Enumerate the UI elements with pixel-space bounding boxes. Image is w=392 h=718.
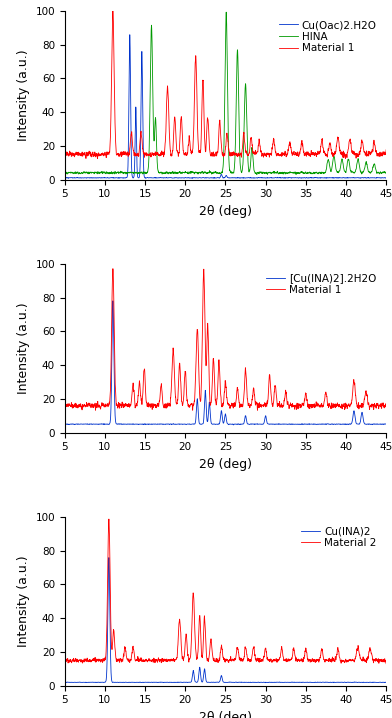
Y-axis label: Intensity (a.u.): Intensity (a.u.) [17,302,30,394]
Legend: Cu(INA)2, Material 2: Cu(INA)2, Material 2 [297,522,381,552]
HINA [224,8,229,17]
Material 1 [252,396,257,405]
Material 1 [78,401,83,409]
Material 1 [78,151,83,159]
Y-axis label: Intensity (a.u.): Intensity (a.u.) [17,556,30,647]
HINA [267,168,271,177]
[Cu(INA)2].2H2O [384,419,388,428]
HINA [62,169,67,177]
Cu(INA)2 [301,678,305,686]
Line: Material 1: Material 1 [65,9,386,159]
Cu(Oac)2.H2O [78,174,83,182]
Material 1 [252,150,257,159]
Cu(Oac)2.H2O [62,174,67,182]
Cu(Oac)2.H2O [267,174,271,182]
[Cu(INA)2].2H2O [318,420,323,429]
[Cu(INA)2].2H2O [179,420,183,429]
Material 1 [62,149,67,157]
Cu(Oac)2.H2O [384,174,388,182]
Material 2 [384,659,388,668]
Material 1 [179,388,183,397]
[Cu(INA)2].2H2O [252,419,257,428]
Y-axis label: Intensity (a.u.): Intensity (a.u.) [17,50,30,141]
Cu(Oac)2.H2O [179,173,183,182]
[Cu(INA)2].2H2O [78,420,83,429]
Material 1 [384,403,388,411]
Material 1 [384,146,388,154]
Material 2 [301,656,305,665]
Material 1 [62,401,67,410]
HINA [254,170,259,179]
Material 2 [252,651,257,659]
Material 2 [78,658,83,666]
Line: Material 2: Material 2 [65,519,386,663]
Cu(INA)2 [263,679,268,687]
Cu(Oac)2.H2O [252,174,257,182]
HINA [252,169,257,177]
Cu(Oac)2.H2O [318,174,323,182]
Material 2 [62,658,67,667]
Line: Cu(INA)2: Cu(INA)2 [65,558,386,683]
Material 2 [318,653,323,662]
Cu(INA)2 [107,554,111,562]
Material 2 [107,515,111,523]
Material 1 [318,148,323,157]
X-axis label: 2θ (deg): 2θ (deg) [199,458,252,471]
Cu(Oac)2.H2O [301,174,305,182]
[Cu(INA)2].2H2O [111,297,115,305]
Material 2 [179,638,183,647]
Legend: Cu(Oac)2.H2O, HINA, Material 1: Cu(Oac)2.H2O, HINA, Material 1 [275,16,381,57]
Cu(INA)2 [384,678,388,686]
Legend: [Cu(INA)2].2H2O, Material 1: [Cu(INA)2].2H2O, Material 1 [262,269,381,299]
Material 1 [95,154,100,163]
[Cu(INA)2].2H2O [267,420,271,429]
[Cu(INA)2].2H2O [231,421,236,429]
HINA [78,169,83,178]
Line: Cu(Oac)2.H2O: Cu(Oac)2.H2O [65,34,386,178]
[Cu(INA)2].2H2O [62,420,67,429]
Cu(INA)2 [179,678,183,686]
Cu(INA)2 [267,678,271,686]
Material 1 [267,377,271,386]
Material 1 [318,401,323,409]
Material 1 [111,264,115,273]
Cu(INA)2 [318,678,323,686]
Line: Material 1: Material 1 [65,269,386,410]
Cu(INA)2 [78,678,83,686]
Cu(INA)2 [62,678,67,686]
Cu(Oac)2.H2O [190,174,195,182]
Line: HINA: HINA [65,12,386,174]
HINA [301,169,305,177]
Material 1 [179,113,183,121]
HINA [318,168,323,177]
Material 1 [267,151,271,159]
X-axis label: 2θ (deg): 2θ (deg) [199,205,252,218]
[Cu(INA)2].2H2O [301,420,305,429]
Material 1 [301,143,305,151]
Material 1 [301,400,305,409]
Cu(INA)2 [252,678,257,686]
HINA [179,169,183,177]
Material 1 [111,4,115,13]
Material 2 [267,656,271,665]
Material 1 [255,406,260,414]
HINA [384,168,388,177]
X-axis label: 2θ (deg): 2θ (deg) [199,711,252,718]
Line: [Cu(INA)2].2H2O: [Cu(INA)2].2H2O [65,301,386,425]
Cu(Oac)2.H2O [127,30,132,39]
